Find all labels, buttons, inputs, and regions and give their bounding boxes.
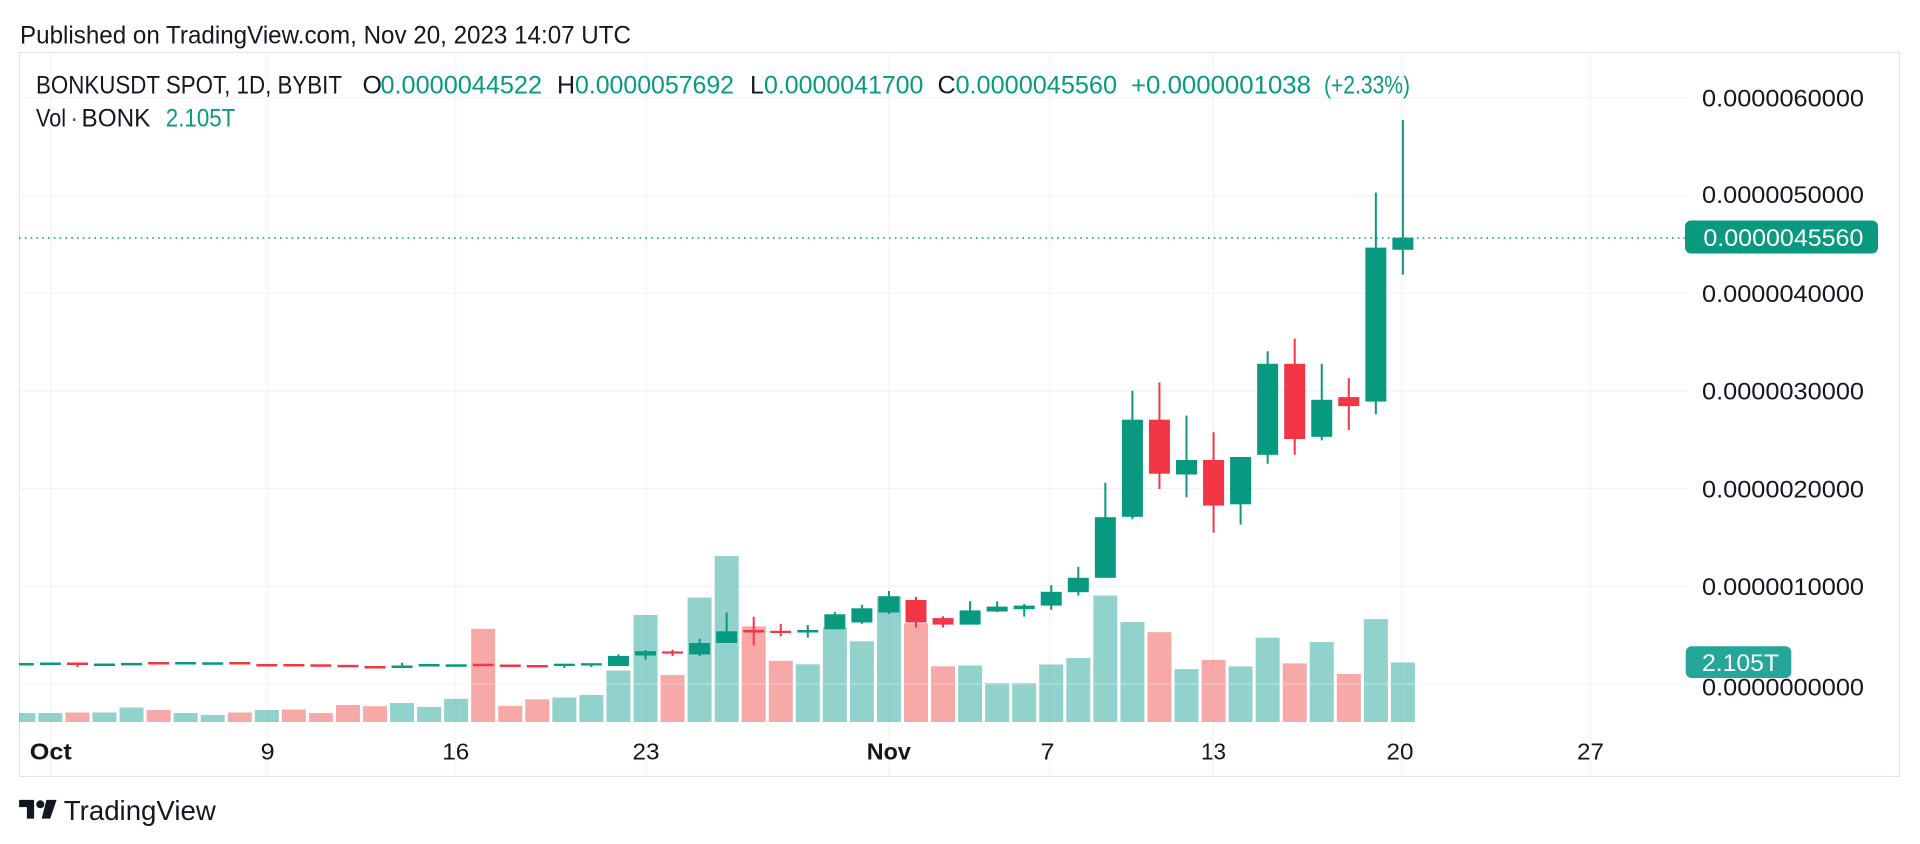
svg-text:C: C [938,71,956,99]
svg-text:2.105T: 2.105T [1702,650,1779,677]
svg-text:H: H [557,71,575,99]
svg-text:20: 20 [1387,739,1414,765]
svg-text:Nov: Nov [867,739,911,765]
svg-text:BONKUSDT SPOT, 1D, BYBIT: BONKUSDT SPOT, 1D, BYBIT [36,71,342,99]
svg-text:0.0000045560: 0.0000045560 [956,71,1118,99]
svg-text:(+2.33%): (+2.33%) [1324,71,1410,99]
svg-text:O: O [363,71,382,99]
svg-text:7: 7 [1041,739,1055,765]
svg-text:·: · [70,105,78,133]
svg-text:Published on TradingView.com,: Published on TradingView.com, Nov 20, 20… [20,21,631,49]
svg-text:BONK: BONK [82,105,151,133]
svg-text:0.0000060000: 0.0000060000 [1702,85,1864,112]
svg-text:16: 16 [442,739,469,765]
svg-text:0.0000045560: 0.0000045560 [1703,225,1863,252]
svg-text:TradingView: TradingView [64,795,217,826]
svg-text:0.0000040000: 0.0000040000 [1702,281,1864,308]
svg-text:0.0000041700: 0.0000041700 [764,71,923,99]
svg-text:0.0000000000: 0.0000000000 [1702,674,1864,701]
svg-text:2.105T: 2.105T [166,105,236,133]
svg-text:L: L [750,71,764,99]
svg-text:Vol: Vol [36,105,66,133]
svg-text:27: 27 [1577,739,1604,765]
svg-text:0.0000020000: 0.0000020000 [1702,476,1864,503]
svg-text:Oct: Oct [30,739,72,765]
svg-text:9: 9 [261,739,275,765]
svg-text:0.0000030000: 0.0000030000 [1702,378,1864,405]
svg-text:0.0000057692: 0.0000057692 [575,71,734,99]
svg-text:0.0000044522: 0.0000044522 [381,71,543,99]
svg-text:23: 23 [633,739,660,765]
svg-text:13: 13 [1201,739,1226,765]
svg-text:0.0000050000: 0.0000050000 [1702,182,1864,209]
svg-text:0.0000010000: 0.0000010000 [1702,574,1864,601]
svg-text:+0.0000001038: +0.0000001038 [1131,71,1311,99]
